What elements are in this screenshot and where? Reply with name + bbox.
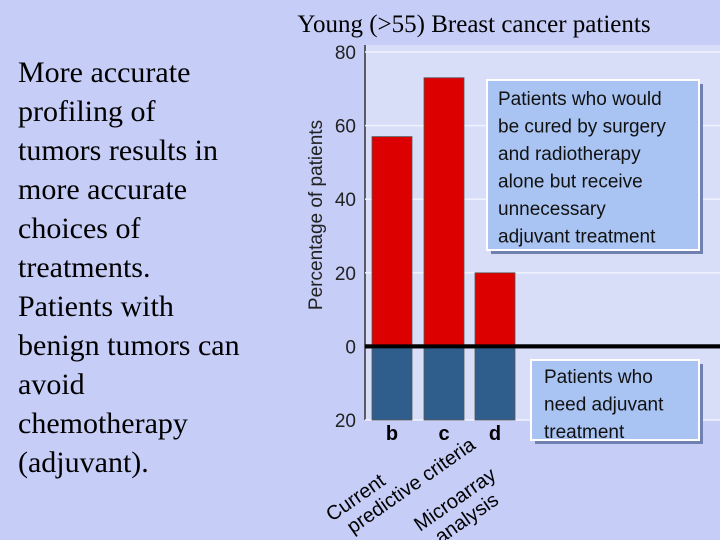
bar	[474, 345, 516, 421]
body-line: profiling of	[18, 95, 155, 128]
body-line: avoid	[18, 368, 85, 401]
callout-text: Patients who	[544, 367, 653, 388]
y-tick-label: 80	[335, 43, 356, 64]
body-line: chemotherapy	[18, 407, 188, 440]
y-tick-label: 20	[335, 264, 356, 285]
slide-title: Young (>55) Breast cancer patients	[297, 11, 650, 38]
callout-box	[530, 359, 700, 441]
bar	[423, 345, 465, 421]
body-line: Patients with	[18, 290, 174, 323]
body-line: more accurate	[18, 173, 187, 206]
callout-box	[486, 79, 700, 251]
body-line: tumors results in	[18, 134, 218, 167]
callout-text: be cured by surgery	[498, 117, 666, 138]
y-tick-label: 40	[335, 190, 356, 211]
body-line: More accurate	[18, 56, 190, 89]
callout-text: and radiotherapy	[498, 144, 641, 165]
callout-text: Patients who would	[498, 89, 662, 110]
y-axis-label: Percentage of patients	[306, 120, 327, 310]
body-line: (adjuvant).	[18, 446, 149, 479]
callout-text: adjuvant treatment	[498, 227, 656, 248]
y-tick-label: 20	[335, 411, 356, 432]
x-tick-label: b	[386, 423, 398, 445]
bar	[423, 77, 465, 347]
bar	[474, 272, 516, 347]
body-line: treatments.	[18, 251, 150, 284]
y-tick-label: 0	[345, 337, 356, 358]
bar	[371, 136, 413, 347]
y-tick-label: 60	[335, 117, 356, 138]
body-line: choices of	[18, 212, 140, 245]
callout-text: unnecessary	[498, 199, 606, 220]
body-line: benign tumors can	[18, 329, 240, 362]
callout-text: need adjuvant	[544, 395, 664, 416]
callout-text: treatment	[544, 422, 625, 443]
x-tick-label: d	[489, 423, 501, 445]
callout-text: alone but receive	[498, 172, 643, 193]
x-tick-label: c	[438, 423, 449, 445]
bar	[371, 345, 413, 421]
